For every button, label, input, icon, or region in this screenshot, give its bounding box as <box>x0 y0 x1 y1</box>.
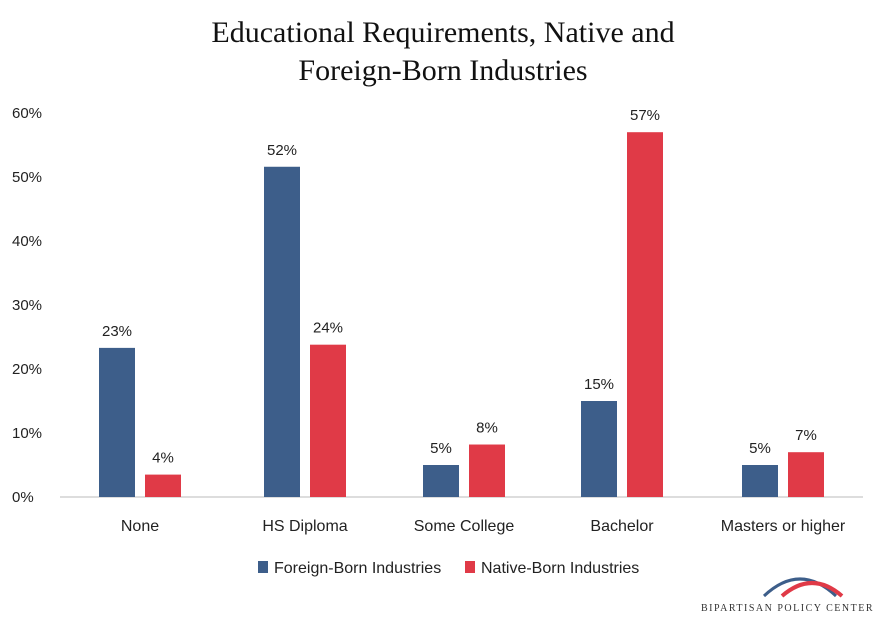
x-category-label: None <box>121 518 159 535</box>
data-label: 8% <box>476 420 498 437</box>
data-label: 57% <box>630 107 660 124</box>
native-born-bar <box>469 444 505 497</box>
y-tick-label: 30% <box>12 297 42 314</box>
chart-title: Educational Requirements, Native and For… <box>0 14 886 90</box>
legend-foreign-label: Foreign-Born Industries <box>274 560 441 577</box>
y-tick-label: 60% <box>12 105 42 122</box>
foreign-born-bar <box>742 465 778 497</box>
native-born-bar <box>788 452 824 497</box>
legend-foreign-swatch <box>258 561 268 573</box>
native-born-bar <box>310 344 346 497</box>
data-label: 4% <box>152 450 174 467</box>
foreign-born-bar <box>581 401 617 497</box>
x-category-label: Bachelor <box>590 518 654 535</box>
logo-text: BIPARTISAN POLICY CENTER <box>701 603 874 614</box>
foreign-born-bar <box>264 166 300 497</box>
y-tick-label: 0% <box>12 489 34 506</box>
data-label: 5% <box>430 440 452 457</box>
y-tick-label: 20% <box>12 361 42 378</box>
foreign-born-bar <box>99 347 135 497</box>
data-label: 15% <box>584 376 614 393</box>
x-category-label: Some College <box>414 518 515 535</box>
logo-arc-red <box>780 581 844 598</box>
data-label: 5% <box>749 440 771 457</box>
data-label: 52% <box>267 142 297 159</box>
data-label: 24% <box>313 320 343 337</box>
logo-arc-blue <box>762 577 838 598</box>
chart-title-line-2: Foreign-Born Industries <box>298 54 588 87</box>
y-tick-label: 50% <box>12 169 42 186</box>
y-tick-label: 10% <box>12 425 42 442</box>
y-tick-label: 40% <box>12 233 42 250</box>
native-born-bar <box>145 474 181 497</box>
legend-native-label: Native-Born Industries <box>481 560 639 577</box>
native-born-bar <box>627 132 663 497</box>
data-label: 7% <box>795 427 817 444</box>
legend-native-swatch <box>465 561 475 573</box>
x-category-label: HS Diploma <box>262 518 347 535</box>
foreign-born-bar <box>423 465 459 497</box>
x-category-label: Masters or higher <box>721 518 846 535</box>
data-label: 23% <box>102 323 132 340</box>
chart-title-line-1: Educational Requirements, Native and <box>211 16 675 49</box>
